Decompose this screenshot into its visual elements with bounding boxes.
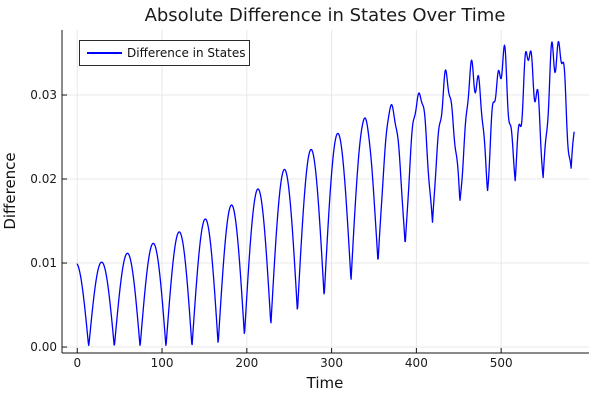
x-tick-label: 300 [320,356,343,370]
axis-tick-labels: 0 100 200 300 400 500 0.00 0.01 0.02 0.03 [30,88,512,370]
x-tick-label: 400 [405,356,428,370]
y-tick-label: 0.02 [30,172,57,186]
grid-lines [62,30,589,353]
y-axis-label: Difference [1,152,19,229]
x-tick-label: 0 [73,356,81,370]
axis-spines [61,30,589,354]
y-tick-label: 0.03 [30,88,57,102]
legend-entry-label: Difference in States [127,46,245,60]
legend-box: Difference in States [79,40,250,66]
x-axis-label: Time [306,374,344,392]
y-tick-label: 0.00 [30,340,57,354]
x-tick-label: 500 [490,356,513,370]
axis-ticks [62,94,502,353]
y-tick-label: 0.01 [30,256,57,270]
chart-title: Absolute Difference in States Over Time [145,5,506,26]
x-tick-label: 200 [235,356,258,370]
difference-series-line [76,40,575,347]
x-tick-label: 100 [151,356,174,370]
